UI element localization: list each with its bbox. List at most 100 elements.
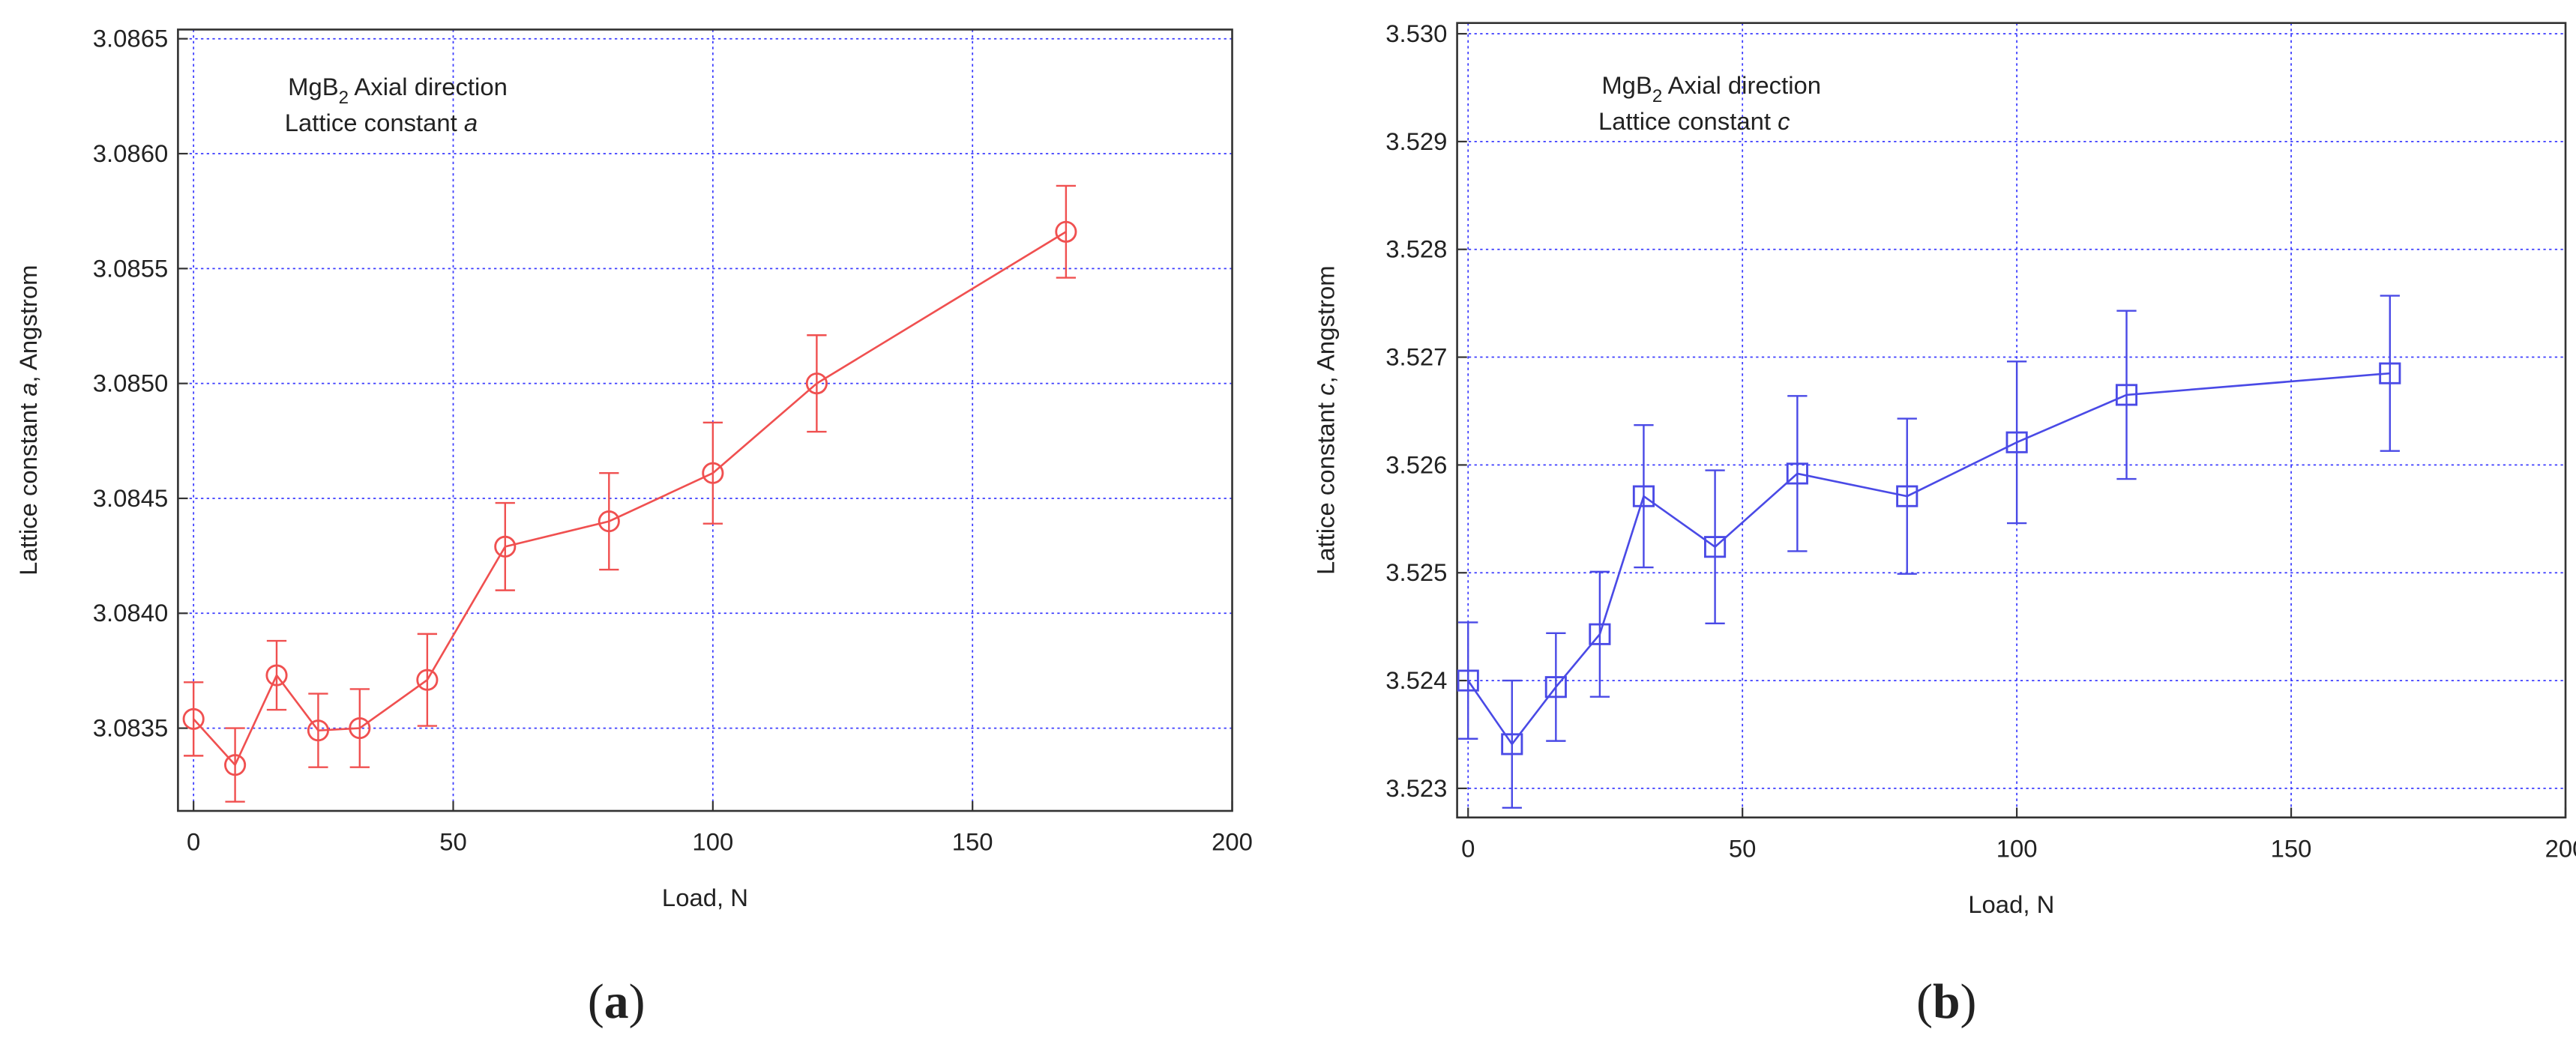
x-tick-label: 0 xyxy=(1461,834,1475,862)
y-axis-label-text: , Angstrom xyxy=(1311,265,1339,383)
y-axis-label-text: Lattice constant xyxy=(1311,396,1339,575)
y-tick-label: 3.525 xyxy=(1385,558,1447,586)
error-bar xyxy=(184,681,204,757)
error-bar xyxy=(2006,360,2027,525)
x-tick-label: 200 xyxy=(2545,834,2576,862)
annotation: Lattice constant c xyxy=(1598,107,1790,135)
error-bar xyxy=(702,421,723,525)
annotation: MgB2 Axial direction xyxy=(1601,71,1821,106)
error-bar xyxy=(2380,295,2400,452)
marker xyxy=(1896,485,1919,507)
y-tick-label: 3.0855 xyxy=(93,254,168,282)
error-bar-stroke xyxy=(1705,469,1725,625)
marker xyxy=(307,719,329,742)
error-bar-stroke xyxy=(1897,417,1917,575)
error-bar xyxy=(1897,417,1917,575)
error-bar-stroke xyxy=(1458,621,1478,740)
error-bar xyxy=(1056,184,1077,279)
marker xyxy=(1632,485,1655,507)
annotation-italic: a xyxy=(464,109,478,136)
plot-frame xyxy=(177,28,1233,812)
error-bar xyxy=(1634,423,1654,569)
annotation-text: Lattice constant xyxy=(1598,107,1778,135)
marker xyxy=(1589,623,1611,645)
marker xyxy=(1786,462,1808,485)
error-bar-stroke xyxy=(2116,310,2137,480)
marker xyxy=(349,717,371,740)
panel-label-text: ) xyxy=(629,974,645,1029)
marker xyxy=(416,669,439,691)
error-bar-stroke xyxy=(184,681,204,757)
panel-label-text: ( xyxy=(588,974,604,1029)
error-bar-stroke xyxy=(266,639,287,711)
annotation-subscript: 2 xyxy=(339,88,349,108)
error-bar-stroke xyxy=(417,633,438,727)
data-line xyxy=(1467,372,2390,746)
y-tick-label: 3.0840 xyxy=(93,599,168,627)
error-bar xyxy=(1546,632,1566,742)
y-axis-label-italic: c xyxy=(1311,383,1339,396)
y-tick-label: 3.0850 xyxy=(93,369,168,397)
panel-label: (a) xyxy=(588,974,645,1029)
error-bar-stroke xyxy=(225,727,245,803)
error-bar-stroke xyxy=(308,693,328,768)
y-tick-label: 3.530 xyxy=(1385,19,1447,47)
y-tick-label: 3.0865 xyxy=(93,25,168,52)
x-axis-label: Load, N xyxy=(1968,890,2054,918)
x-tick-label: 50 xyxy=(1729,834,1757,862)
error-bar xyxy=(1787,395,1808,552)
annotation-text: Lattice constant xyxy=(285,109,464,136)
y-axis-label-text: Lattice constant xyxy=(14,396,42,576)
error-bar-stroke xyxy=(1546,632,1566,742)
annotation: Lattice constant a xyxy=(285,109,478,136)
y-tick-label: 3.524 xyxy=(1385,666,1447,694)
error-bar xyxy=(417,633,438,727)
marker xyxy=(2115,384,2138,406)
error-bar xyxy=(266,639,287,711)
error-bar xyxy=(1458,621,1478,740)
x-tick-label: 100 xyxy=(1996,834,2038,862)
annotation-text: Axial direction xyxy=(1662,71,1821,99)
error-bar xyxy=(308,693,328,768)
y-axis-label-text: , Angstrom xyxy=(14,265,42,382)
data-line xyxy=(193,231,1067,767)
error-bar-stroke xyxy=(1787,395,1808,552)
marker xyxy=(494,535,517,558)
panel-label: (b) xyxy=(1916,974,1976,1029)
marker xyxy=(224,754,247,776)
error-bar-stroke xyxy=(1502,679,1522,809)
panel-label-bold: b xyxy=(1933,974,1960,1029)
error-bar xyxy=(599,472,619,571)
annotation-italic: c xyxy=(1778,107,1790,135)
annotation-text: MgB xyxy=(288,73,339,100)
y-tick-label: 3.529 xyxy=(1385,127,1447,155)
marker xyxy=(702,462,724,484)
marker xyxy=(1704,536,1727,558)
annotation: MgB2 Axial direction xyxy=(288,73,508,108)
x-tick-label: 50 xyxy=(439,828,467,856)
error-bar xyxy=(1589,570,1610,698)
marker xyxy=(805,372,828,395)
annotation-text: Axial direction xyxy=(349,73,508,100)
x-tick-label: 150 xyxy=(952,828,993,856)
x-tick-label: 150 xyxy=(2271,834,2312,862)
x-tick-label: 100 xyxy=(692,828,733,856)
chart: 3.523 3.524 3.525 3.526 3.527 3.528 3.529 3.530… xyxy=(1311,19,2576,1029)
marker xyxy=(2379,362,2401,384)
plot-frame xyxy=(1456,22,2567,819)
marker xyxy=(1055,220,1077,243)
marker xyxy=(1544,676,1567,698)
y-tick-label: 3.527 xyxy=(1385,343,1447,371)
error-bar xyxy=(1502,679,1522,809)
error-bar-stroke xyxy=(1634,423,1654,569)
panel-label-text: ) xyxy=(1960,974,1977,1029)
x-tick-label: 0 xyxy=(187,828,200,856)
marker xyxy=(182,707,205,730)
error-bar-stroke xyxy=(1056,184,1077,279)
error-bar-stroke xyxy=(495,501,515,591)
y-axis-label: Lattice constant c, Angstrom xyxy=(1311,265,1339,575)
error-bar-stroke xyxy=(2380,295,2400,452)
error-bar xyxy=(1705,469,1725,625)
error-bar-stroke xyxy=(2006,360,2027,525)
